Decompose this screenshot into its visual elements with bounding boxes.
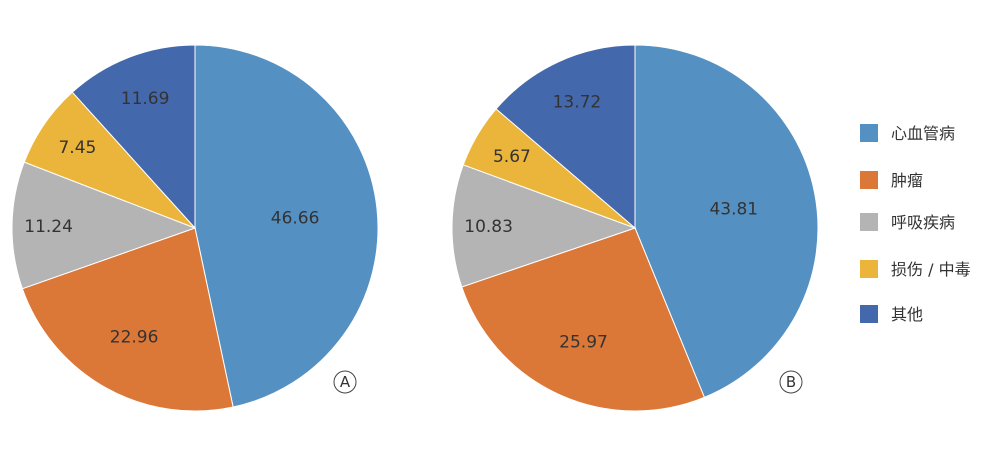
legend: 心血管病 肿瘤 呼吸疾病 损伤 / 中毒 其他	[860, 124, 971, 324]
legend-label-cardiovascular: 心血管病	[891, 124, 955, 143]
panel-marker-b-circle	[779, 370, 803, 394]
pie-a-slice-other	[71, 44, 196, 230]
legend-item-cardiovascular: 心血管病	[860, 124, 955, 143]
pie-chart-b: 43.81 25.97 10.83 5.67 13.72	[451, 44, 819, 412]
legend-item-respiratory: 呼吸疾病	[860, 213, 955, 232]
pie-b-label-respiratory: 10.83	[464, 217, 513, 237]
legend-item-other: 其他	[860, 305, 923, 324]
pie-a-slice-tumor	[21, 227, 234, 412]
legend-label-injury: 损伤 / 中毒	[891, 260, 971, 279]
legend-item-injury: 损伤 / 中毒	[860, 260, 971, 279]
legend-swatch-tumor	[860, 171, 878, 189]
panel-marker-a: A	[333, 370, 357, 394]
pie-a-label-respiratory: 11.24	[24, 217, 73, 237]
pie-a-label-tumor: 22.96	[110, 328, 159, 348]
pie-a-slice-cardiovascular	[194, 44, 379, 408]
panel-marker-b-letter: B	[786, 373, 796, 391]
pie-b-slice-tumor	[461, 227, 706, 412]
panel-marker-a-circle	[333, 370, 357, 394]
pie-b-label-injury: 5.67	[493, 147, 531, 167]
legend-swatch-other	[860, 305, 878, 323]
pie-a-label-other: 11.69	[121, 89, 170, 109]
legend-swatch-cardiovascular	[860, 124, 878, 142]
legend-label-tumor: 肿瘤	[891, 171, 923, 190]
pie-b-slice-other	[495, 44, 636, 230]
legend-item-tumor: 肿瘤	[860, 171, 923, 190]
pie-b-label-other: 13.72	[553, 93, 602, 113]
legend-swatch-respiratory	[860, 213, 878, 231]
legend-swatch-injury	[860, 260, 878, 278]
pie-a-label-injury: 7.45	[58, 138, 96, 158]
pie-a-label-cardiovascular: 46.66	[271, 209, 320, 229]
pie-chart-a: 46.66 22.96 11.24 7.45 11.69	[11, 44, 379, 412]
pie-a-slice-respiratory	[11, 161, 197, 290]
pie-b-slice-respiratory	[451, 164, 637, 288]
pie-b-label-tumor: 25.97	[559, 332, 608, 352]
legend-label-other: 其他	[891, 305, 923, 324]
panel-marker-b: B	[779, 370, 803, 394]
pie-b-slice-cardiovascular	[634, 44, 819, 398]
panel-marker-a-letter: A	[340, 373, 351, 391]
legend-label-respiratory: 呼吸疾病	[891, 213, 955, 232]
pie-b-label-cardiovascular: 43.81	[709, 200, 758, 220]
